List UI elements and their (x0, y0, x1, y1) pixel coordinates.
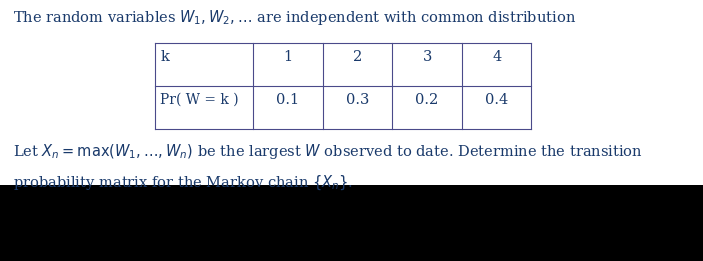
Text: 4: 4 (492, 50, 501, 64)
Text: 3: 3 (423, 50, 432, 64)
Text: 0.3: 0.3 (346, 93, 369, 107)
Text: k: k (160, 50, 169, 64)
Text: probability matrix for the Markov chain $\left\{X_n\right\}$.: probability matrix for the Markov chain … (13, 174, 353, 192)
FancyBboxPatch shape (0, 0, 703, 185)
Text: Let $X_n = \max\left(W_1, \ldots, W_n\right)$ be the largest $W$ observed to dat: Let $X_n = \max\left(W_1, \ldots, W_n\ri… (13, 142, 643, 161)
Text: 2: 2 (353, 50, 362, 64)
Text: 0.1: 0.1 (276, 93, 299, 107)
Text: 0.4: 0.4 (485, 93, 508, 107)
Text: 1: 1 (283, 50, 292, 64)
Text: 0.2: 0.2 (415, 93, 439, 107)
Text: The random variables $W_1, W_2, \ldots$ are independent with common distribution: The random variables $W_1, W_2, \ldots$ … (13, 8, 576, 27)
Text: Pr( W = k ): Pr( W = k ) (160, 93, 239, 107)
